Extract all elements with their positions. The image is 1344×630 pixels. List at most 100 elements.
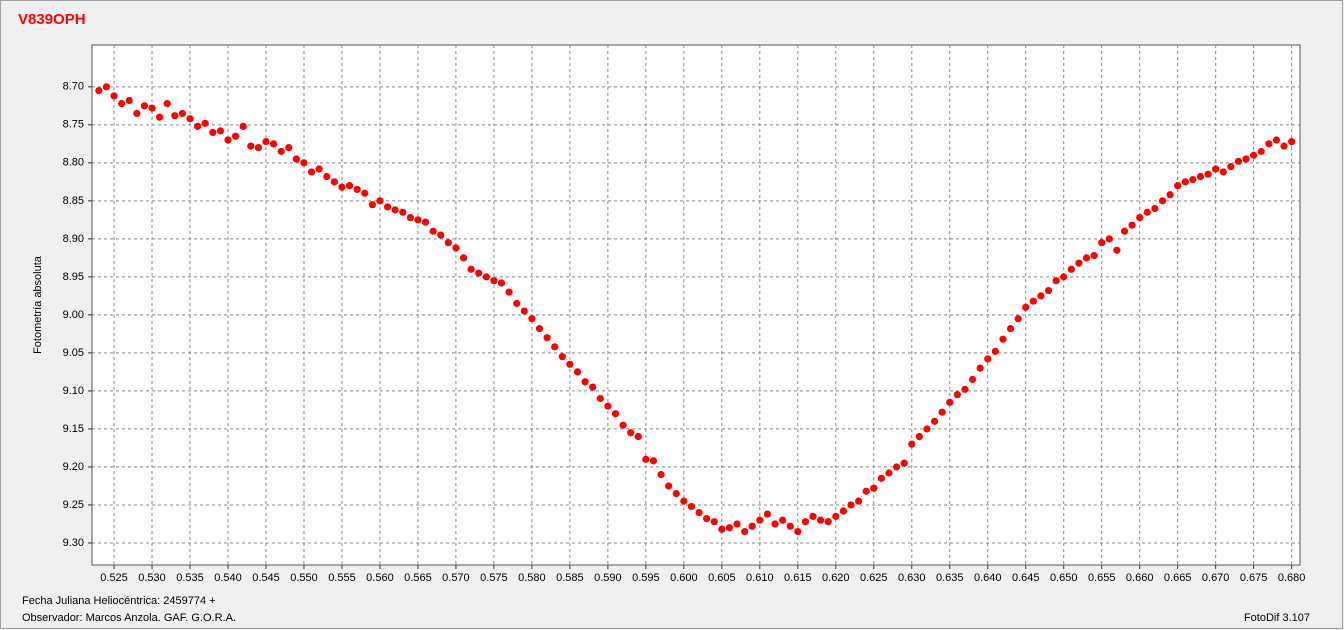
data-point xyxy=(611,410,620,418)
data-point xyxy=(900,459,908,467)
data-point xyxy=(247,142,255,150)
x-tick-label: 0.635 xyxy=(936,572,964,584)
data-point xyxy=(437,231,445,239)
data-point xyxy=(1272,136,1281,144)
y-tick-label: 8.85 xyxy=(63,195,84,207)
data-point xyxy=(163,99,171,108)
data-point xyxy=(224,136,232,144)
data-point xyxy=(1060,273,1068,281)
data-point xyxy=(102,83,111,91)
data-point xyxy=(239,122,247,130)
data-point xyxy=(1234,157,1243,165)
data-point xyxy=(968,375,977,384)
x-tick-label: 0.650 xyxy=(1050,572,1078,584)
data-point xyxy=(566,360,574,368)
data-point xyxy=(953,391,961,399)
data-point xyxy=(1181,178,1189,186)
x-tick-label: 0.610 xyxy=(746,572,774,584)
x-tick-label: 0.540 xyxy=(214,572,242,584)
data-point xyxy=(733,520,741,528)
data-point xyxy=(1143,208,1151,216)
y-tick-label: 9.05 xyxy=(63,347,84,359)
data-point xyxy=(687,502,696,511)
data-point xyxy=(482,273,490,281)
y-tick-label: 8.90 xyxy=(63,233,84,245)
data-point xyxy=(110,92,118,100)
x-tick-label: 0.670 xyxy=(1202,572,1230,584)
data-point xyxy=(627,429,635,437)
x-tick-label: 0.530 xyxy=(138,572,166,584)
data-point xyxy=(710,518,718,526)
x-tick-label: 0.600 xyxy=(670,572,698,584)
x-tick-label: 0.545 xyxy=(252,572,280,584)
chart-title: V839OPH xyxy=(18,11,86,28)
data-point xyxy=(467,265,475,273)
data-point xyxy=(194,122,202,130)
x-tick-label: 0.575 xyxy=(480,572,508,584)
data-point xyxy=(786,522,794,530)
data-point xyxy=(1227,163,1235,171)
data-point xyxy=(756,516,764,524)
footer-note: FotoDif 3.107 xyxy=(1244,612,1310,624)
data-point xyxy=(171,112,179,120)
footer-note: Observador: Marcos Anzola. GAF. G.O.R.A. xyxy=(22,612,236,624)
data-point xyxy=(1257,147,1265,156)
data-point xyxy=(475,269,483,277)
data-point xyxy=(854,497,863,505)
data-point xyxy=(1098,239,1106,247)
data-point xyxy=(429,227,437,235)
data-point xyxy=(391,206,399,214)
x-tick-label: 0.580 xyxy=(518,572,546,584)
data-point xyxy=(596,394,604,403)
data-point xyxy=(763,510,772,518)
x-tick-label: 0.665 xyxy=(1164,572,1192,584)
data-point xyxy=(178,109,187,118)
data-point xyxy=(1029,297,1037,305)
data-point xyxy=(573,368,582,376)
data-point xyxy=(718,525,726,533)
data-point xyxy=(976,364,984,372)
data-point xyxy=(657,470,665,479)
data-point xyxy=(285,144,293,152)
data-point xyxy=(938,408,946,416)
data-point xyxy=(1052,277,1060,285)
x-tick-label: 0.660 xyxy=(1126,572,1154,584)
data-point xyxy=(892,463,901,471)
data-point xyxy=(156,113,164,121)
data-point xyxy=(376,197,384,205)
data-point xyxy=(361,189,369,197)
data-point xyxy=(1288,137,1296,146)
data-point xyxy=(816,516,825,524)
y-tick-label: 9.15 xyxy=(63,423,84,435)
x-tick-label: 0.680 xyxy=(1278,572,1306,584)
y-tick-label: 8.80 xyxy=(63,157,84,169)
data-point xyxy=(801,518,810,526)
data-point xyxy=(885,469,893,477)
data-point xyxy=(809,512,817,520)
data-point xyxy=(1075,259,1083,267)
data-point xyxy=(118,99,126,108)
data-point xyxy=(870,484,878,492)
data-point xyxy=(1174,182,1182,190)
data-point xyxy=(452,244,460,252)
data-point xyxy=(1014,315,1022,323)
y-tick-label: 9.20 xyxy=(63,461,84,473)
data-point xyxy=(505,288,513,296)
x-tick-label: 0.535 xyxy=(176,572,204,584)
data-point xyxy=(604,402,612,410)
data-point xyxy=(254,144,262,152)
data-point xyxy=(459,254,468,262)
data-point xyxy=(581,378,589,386)
plot-area xyxy=(91,44,1301,566)
data-point xyxy=(923,425,931,433)
data-point xyxy=(95,87,103,95)
data-point xyxy=(216,127,224,135)
data-point xyxy=(383,203,392,211)
data-point xyxy=(368,201,376,209)
data-point xyxy=(277,147,285,156)
x-tick-label: 0.525 xyxy=(100,572,128,584)
x-tick-label: 0.645 xyxy=(1012,572,1040,584)
data-point xyxy=(946,398,954,406)
y-tick-label: 8.75 xyxy=(63,119,84,131)
data-point xyxy=(231,132,240,140)
